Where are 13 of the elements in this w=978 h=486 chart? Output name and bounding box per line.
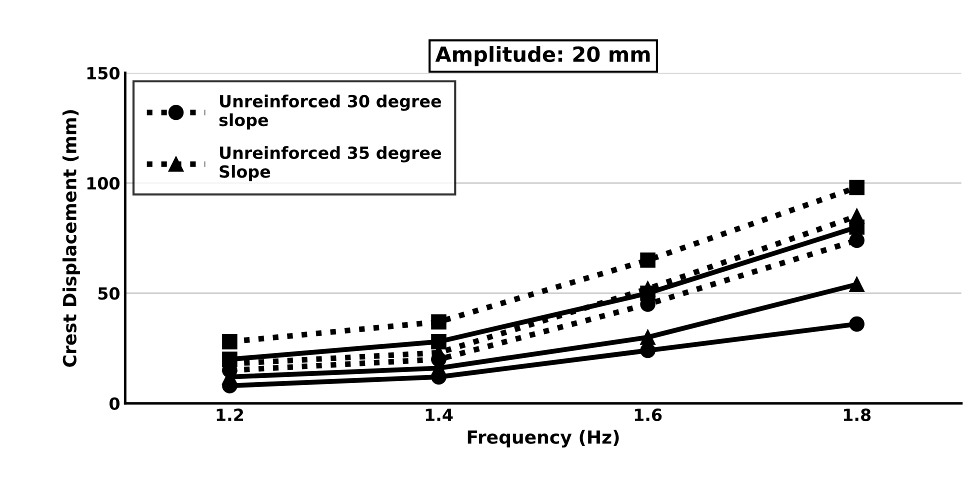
- x-tick-label: 1.2: [216, 408, 244, 421]
- y-tick-label: 50: [98, 287, 120, 300]
- y-axis-title: Crest Displacement (mm): [62, 110, 80, 367]
- x-tick-label: 1.6: [634, 408, 662, 422]
- legend-label: Unreinforced 30 degree slope: [219, 94, 442, 130]
- x-axis-title: Frequency (Hz): [468, 430, 619, 448]
- legend-label: Unreinforced 35 degree Slope: [220, 146, 442, 182]
- x-tick-label: 1.4: [426, 408, 453, 421]
- chart-title: Amplitude: 20 mm: [435, 46, 650, 66]
- y-tick-label: 150: [87, 66, 120, 80]
- x-tick-label: 1.8: [844, 408, 871, 422]
- y-tick-label: 100: [87, 177, 120, 190]
- y-tick-label: 0: [110, 397, 120, 410]
